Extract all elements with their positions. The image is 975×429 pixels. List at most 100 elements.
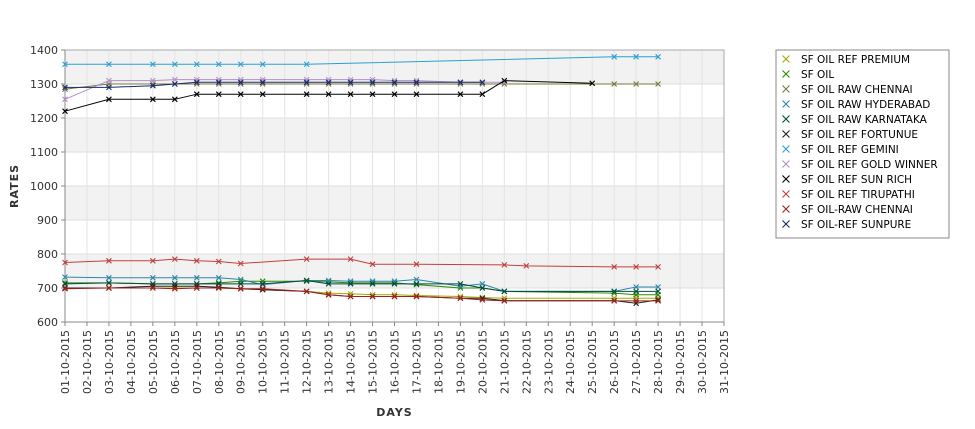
data-point	[479, 297, 486, 303]
x-tick-label: 21-10-2015	[498, 330, 511, 394]
series-layer	[62, 53, 661, 307]
data-point	[215, 285, 222, 291]
x-tick-label: 16-10-2015	[389, 330, 402, 394]
x-tick-label: 11-10-2015	[279, 330, 292, 394]
data-point	[369, 261, 376, 268]
x-tick-label: 10-10-2015	[257, 330, 270, 394]
data-point	[215, 258, 222, 265]
legend-marker	[782, 220, 790, 228]
data-point	[501, 261, 508, 268]
data-point	[655, 53, 661, 60]
series-line	[64, 287, 659, 302]
x-tick-label: 25-10-2015	[586, 330, 599, 394]
data-point	[501, 298, 508, 304]
x-tick-label: 18-10-2015	[432, 330, 445, 394]
legend-label: SF OIL-RAW CHENNAI	[801, 204, 913, 216]
data-point	[193, 285, 200, 291]
x-tick-label: 12-10-2015	[301, 330, 314, 394]
series-4	[62, 277, 661, 295]
data-point	[149, 274, 156, 281]
legend-label: SF OIL RAW CHENNAI	[801, 84, 913, 96]
data-point	[259, 285, 266, 292]
data-point	[149, 285, 156, 291]
data-point	[347, 281, 354, 287]
legend-item: SF OIL REF FORTUNUE	[782, 129, 918, 141]
data-point	[325, 281, 332, 287]
legend-item: SF OIL REF SUN RICH	[782, 174, 912, 186]
data-point	[171, 76, 178, 83]
data-point	[62, 61, 68, 68]
data-point	[633, 298, 640, 304]
data-point	[655, 264, 661, 270]
data-point	[633, 81, 640, 87]
data-point	[413, 276, 420, 283]
legend-label: SF OIL-REF SUNPURE	[801, 219, 911, 231]
data-point	[237, 79, 244, 86]
data-point	[633, 53, 640, 60]
legend-marker	[782, 205, 790, 213]
y-tick-label: 600	[37, 316, 58, 329]
legend-marker	[782, 70, 790, 78]
data-point	[611, 264, 618, 270]
data-point	[237, 285, 244, 292]
data-point	[106, 280, 112, 286]
data-point	[303, 256, 310, 262]
data-point	[369, 293, 376, 300]
data-point	[303, 61, 310, 68]
data-point	[303, 91, 310, 98]
series-6	[62, 53, 661, 68]
legend-item: SF OIL-REF SUNPURE	[782, 219, 911, 231]
series-line	[65, 81, 483, 88]
data-point	[171, 281, 178, 287]
data-point	[106, 84, 112, 91]
x-tick-label: 28-10-2015	[652, 330, 665, 394]
x-tick-label: 30-10-2015	[696, 330, 709, 394]
legend-label: SF OIL REF FORTUNUE	[801, 129, 918, 141]
data-point	[347, 91, 354, 98]
legend-label: SF OIL RAW HYDERABAD	[801, 99, 930, 111]
data-point	[215, 280, 222, 286]
series-line	[64, 80, 593, 112]
y-axis: 600 700 800 900 1000 1100 1200 1300 1400	[30, 44, 66, 329]
data-point	[501, 77, 508, 84]
legend-box	[775, 49, 950, 239]
legend-marker	[782, 160, 790, 168]
legend-label: SF OIL REF SUN RICH	[801, 174, 912, 186]
legend-marker	[782, 130, 790, 138]
data-point	[611, 288, 618, 295]
data-point	[369, 79, 376, 86]
data-point	[325, 291, 332, 298]
data-point	[369, 281, 376, 287]
legend-marker	[782, 55, 790, 63]
data-point	[413, 293, 420, 300]
x-tick-label: 15-10-2015	[367, 330, 380, 394]
data-point	[479, 79, 486, 86]
data-point	[62, 280, 68, 286]
data-point	[106, 257, 112, 264]
data-point	[62, 274, 68, 281]
legend-item: SF OIL REF GOLD WINNER	[782, 159, 938, 171]
data-point	[237, 281, 244, 287]
legend: SF OIL REF PREMIUM SF OIL SF OIL RAW CHENN…	[775, 49, 950, 239]
series-line	[64, 276, 659, 292]
data-point	[171, 81, 178, 87]
data-point	[106, 96, 112, 103]
data-point	[106, 274, 112, 281]
y-tick-label: 1200	[30, 112, 58, 125]
data-point	[347, 79, 354, 86]
data-point	[62, 259, 68, 266]
data-point	[347, 293, 354, 300]
data-point	[237, 260, 244, 267]
x-tick-label: 26-10-2015	[608, 330, 621, 394]
x-tick-label: 07-10-2015	[191, 330, 204, 394]
data-point	[149, 77, 156, 84]
legend-marker	[782, 175, 790, 183]
data-point	[303, 79, 310, 86]
data-point	[171, 256, 178, 262]
data-point	[633, 288, 640, 295]
legend-label: SF OIL REF GOLD WINNER	[801, 159, 938, 171]
data-point	[413, 292, 420, 299]
x-tick-label: 04-10-2015	[125, 330, 138, 394]
data-point	[633, 284, 640, 290]
